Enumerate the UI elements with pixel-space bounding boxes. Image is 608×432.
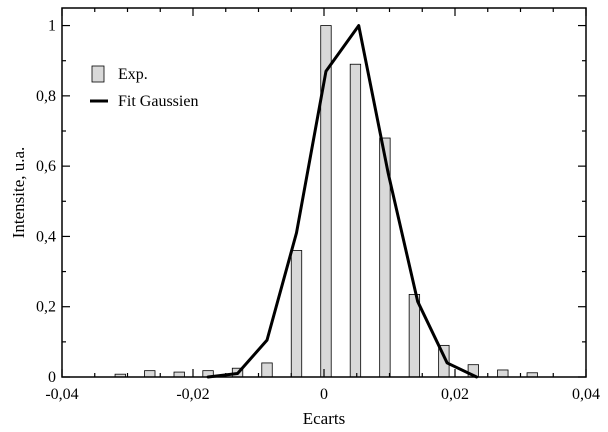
y-tick-label: 0,8 (36, 88, 56, 105)
bar-5 (261, 362, 273, 378)
y-tick-label: 0,4 (36, 228, 56, 245)
bar-10 (408, 294, 421, 378)
fit-gaussien-line (206, 24, 479, 379)
legend-swatch-exp (91, 65, 105, 83)
x-axis-title: Ecarts (303, 409, 345, 428)
plot-area (114, 24, 538, 379)
x-tick-label: 0 (320, 386, 328, 403)
y-axis-title: Intensite, u.a. (9, 147, 28, 239)
x-tick-label: 0,04 (572, 386, 600, 403)
axes: -0,04 -0,02 0 0,02 0,04 0 0,2 0,4 0,6 0,8 1 Ecarts I… (9, 7, 600, 428)
y-tick-label: 0,2 (36, 299, 56, 316)
y-tick-label: 0,6 (36, 158, 56, 175)
x-tick-label: -0,02 (176, 386, 209, 403)
y-tick-label: 1 (48, 18, 56, 35)
legend-label-fit: Fit Gaussien (118, 93, 198, 110)
y-tick-label: 0 (48, 369, 56, 386)
x-tick-label: 0,02 (441, 386, 469, 403)
bar-6 (290, 250, 303, 378)
legend: Exp. Fit Gaussien (90, 65, 198, 110)
bar-13 (497, 369, 509, 378)
legend-label-exp: Exp. (118, 66, 148, 83)
x-tick-label: -0,04 (45, 386, 78, 403)
bar-1 (144, 370, 156, 378)
bar-8 (349, 63, 362, 378)
